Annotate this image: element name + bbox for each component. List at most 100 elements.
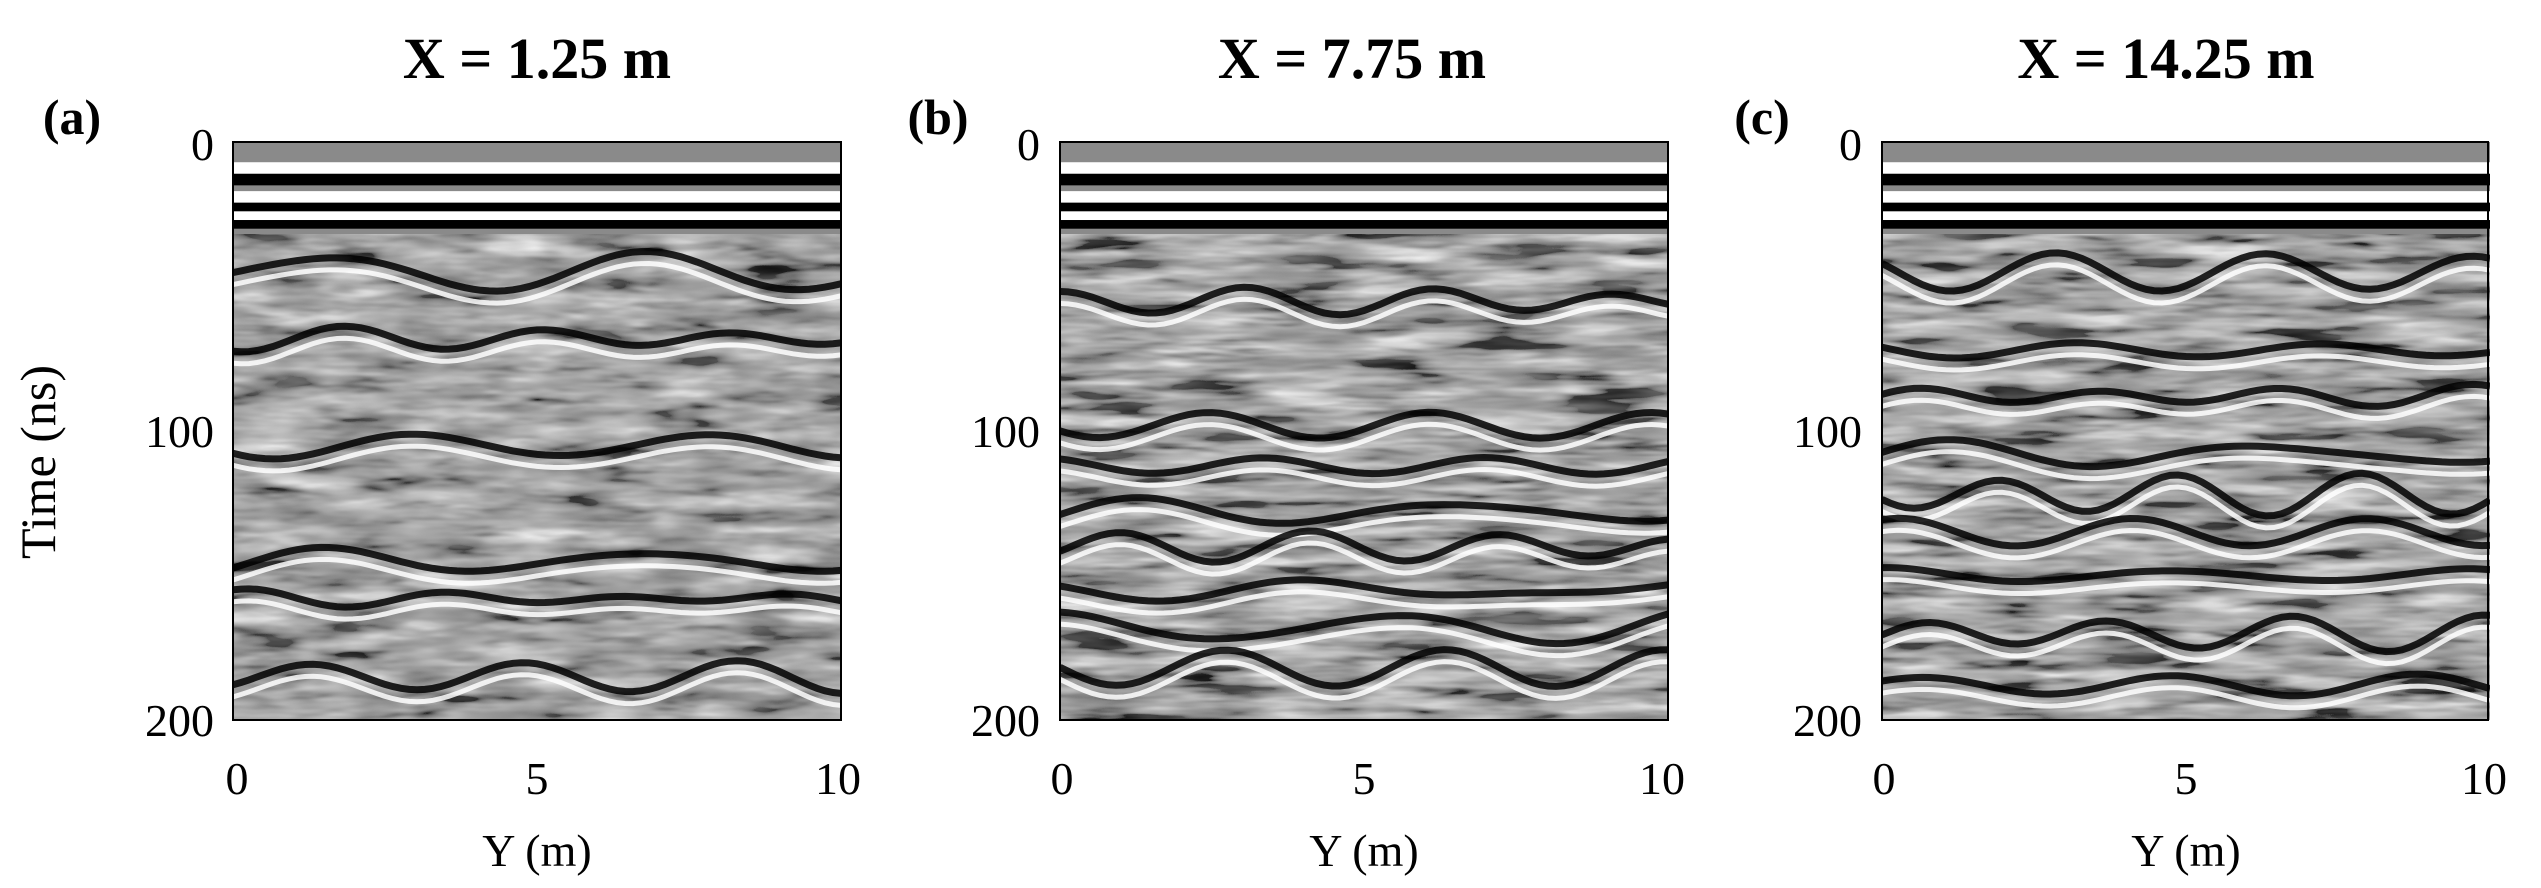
panel-title: X = 1.25 m xyxy=(403,26,671,91)
reflector-line xyxy=(1882,449,2490,482)
reflector-line xyxy=(1882,482,2490,531)
reflector-line xyxy=(1882,564,2490,585)
reflector-line xyxy=(1060,421,1668,453)
x-tick-label: 10 xyxy=(815,753,861,804)
reflector-line xyxy=(1060,608,1668,648)
reflector-line xyxy=(1882,514,2490,550)
y-tick-label: 100 xyxy=(145,406,214,457)
reflector-line xyxy=(1882,352,2490,373)
direct-wave-band xyxy=(1882,173,2490,186)
reflector-line xyxy=(1060,494,1668,527)
direct-wave-band xyxy=(1060,211,1668,221)
reflector-line xyxy=(1882,469,2490,520)
direct-wave-band xyxy=(1060,220,1668,229)
radargram-image xyxy=(233,142,841,720)
reflector-line xyxy=(1060,646,1668,690)
reflector-line xyxy=(1060,621,1668,659)
x-tick-label: 0 xyxy=(1051,753,1074,804)
reflector-line xyxy=(1060,466,1668,489)
x-axis-label: Y (m) xyxy=(1309,825,1418,876)
reflector-line xyxy=(233,657,841,697)
panel-title: X = 7.75 m xyxy=(1218,26,1486,91)
reflector-line xyxy=(1060,527,1668,566)
radargram-image xyxy=(1060,142,1668,720)
y-tick-label: 200 xyxy=(1793,695,1862,746)
reflector-line xyxy=(233,543,841,575)
plot-frame xyxy=(232,141,842,721)
panel-c: X = 14.25 m (c) 0 100 200 0 5 10 Y (m) xyxy=(1734,26,2507,876)
direct-wave-band xyxy=(1060,191,1668,203)
reflector-line xyxy=(233,585,841,611)
direct-wave-band xyxy=(233,211,841,221)
x-axis-label: Y (m) xyxy=(482,825,591,876)
plot-frame xyxy=(1881,141,2489,721)
reflector-line xyxy=(1882,611,2490,656)
reflector-line xyxy=(1060,453,1668,478)
direct-wave-band xyxy=(1882,202,2490,212)
reflector-line xyxy=(233,260,841,306)
direct-wave-band xyxy=(233,220,841,229)
direct-wave-band xyxy=(1060,173,1668,186)
x-tick-label: 5 xyxy=(2175,753,2198,804)
reflector-line xyxy=(233,443,841,474)
x-tick-label: 10 xyxy=(2461,753,2507,804)
direct-wave-band xyxy=(233,162,841,174)
reflector-line xyxy=(1060,540,1668,577)
reflector-line xyxy=(1882,393,2490,421)
reflector-line xyxy=(233,247,841,295)
direct-wave-band xyxy=(233,191,841,203)
reflector-line xyxy=(1060,408,1668,442)
reflector-line xyxy=(1882,436,2490,471)
y-tick-label: 0 xyxy=(1839,119,1862,170)
reflector-line xyxy=(1882,683,2490,711)
panel-b: X = 7.75 m (b) 0 100 200 0 5 10 Y (m) xyxy=(907,26,1685,876)
reflector-line xyxy=(233,430,841,463)
panel-label: (a) xyxy=(43,89,101,145)
y-axis-label: Time (ns) xyxy=(10,365,66,559)
y-tick-label: 100 xyxy=(1793,406,1862,457)
reflector-line xyxy=(1882,577,2490,596)
reflector-line xyxy=(1882,339,2490,362)
reflector-line xyxy=(1882,262,2490,306)
x-tick-label: 0 xyxy=(1873,753,1896,804)
reflector-line xyxy=(233,670,841,708)
reflector-line xyxy=(1882,624,2490,667)
panel-label: (c) xyxy=(1734,89,1790,145)
direct-wave-band xyxy=(233,202,841,212)
reflector-line xyxy=(1060,576,1668,605)
y-tick-label: 0 xyxy=(191,119,214,170)
radargram-image xyxy=(1882,142,2490,720)
reflection-texture xyxy=(233,234,841,720)
x-tick-label: 5 xyxy=(526,753,549,804)
reflector-line xyxy=(233,335,841,367)
direct-wave-band xyxy=(1882,191,2490,203)
reflector-line xyxy=(233,322,841,356)
y-tick-label: 200 xyxy=(971,695,1040,746)
direct-wave-band xyxy=(1882,220,2490,229)
reflector-line xyxy=(1882,527,2490,561)
x-axis-label: Y (m) xyxy=(2131,825,2240,876)
reflector-line xyxy=(1060,283,1668,319)
panel-label: (b) xyxy=(907,89,968,145)
reflector-line xyxy=(1882,249,2490,295)
direct-wave-band xyxy=(233,173,841,186)
x-tick-label: 5 xyxy=(1353,753,1376,804)
panel-title: X = 14.25 m xyxy=(2017,26,2314,91)
reflector-line xyxy=(233,556,841,586)
reflector-line xyxy=(1882,380,2490,410)
y-tick-label: 100 xyxy=(971,406,1040,457)
direct-wave-band xyxy=(1060,202,1668,212)
direct-wave-band xyxy=(1060,162,1668,174)
y-tick-label: 200 xyxy=(145,695,214,746)
reflector-line xyxy=(1060,589,1668,616)
direct-wave-band xyxy=(1882,162,2490,174)
x-tick-label: 0 xyxy=(226,753,249,804)
reflector-line xyxy=(1060,507,1668,538)
reflector-line xyxy=(1882,670,2490,700)
reflector-line xyxy=(1060,296,1668,330)
plot-frame xyxy=(1059,141,1669,721)
y-tick-label: 0 xyxy=(1017,119,1040,170)
x-tick-label: 10 xyxy=(1639,753,1685,804)
panel-a: X = 1.25 m (a) 0 100 200 0 5 10 Y (m) xyxy=(43,26,861,876)
